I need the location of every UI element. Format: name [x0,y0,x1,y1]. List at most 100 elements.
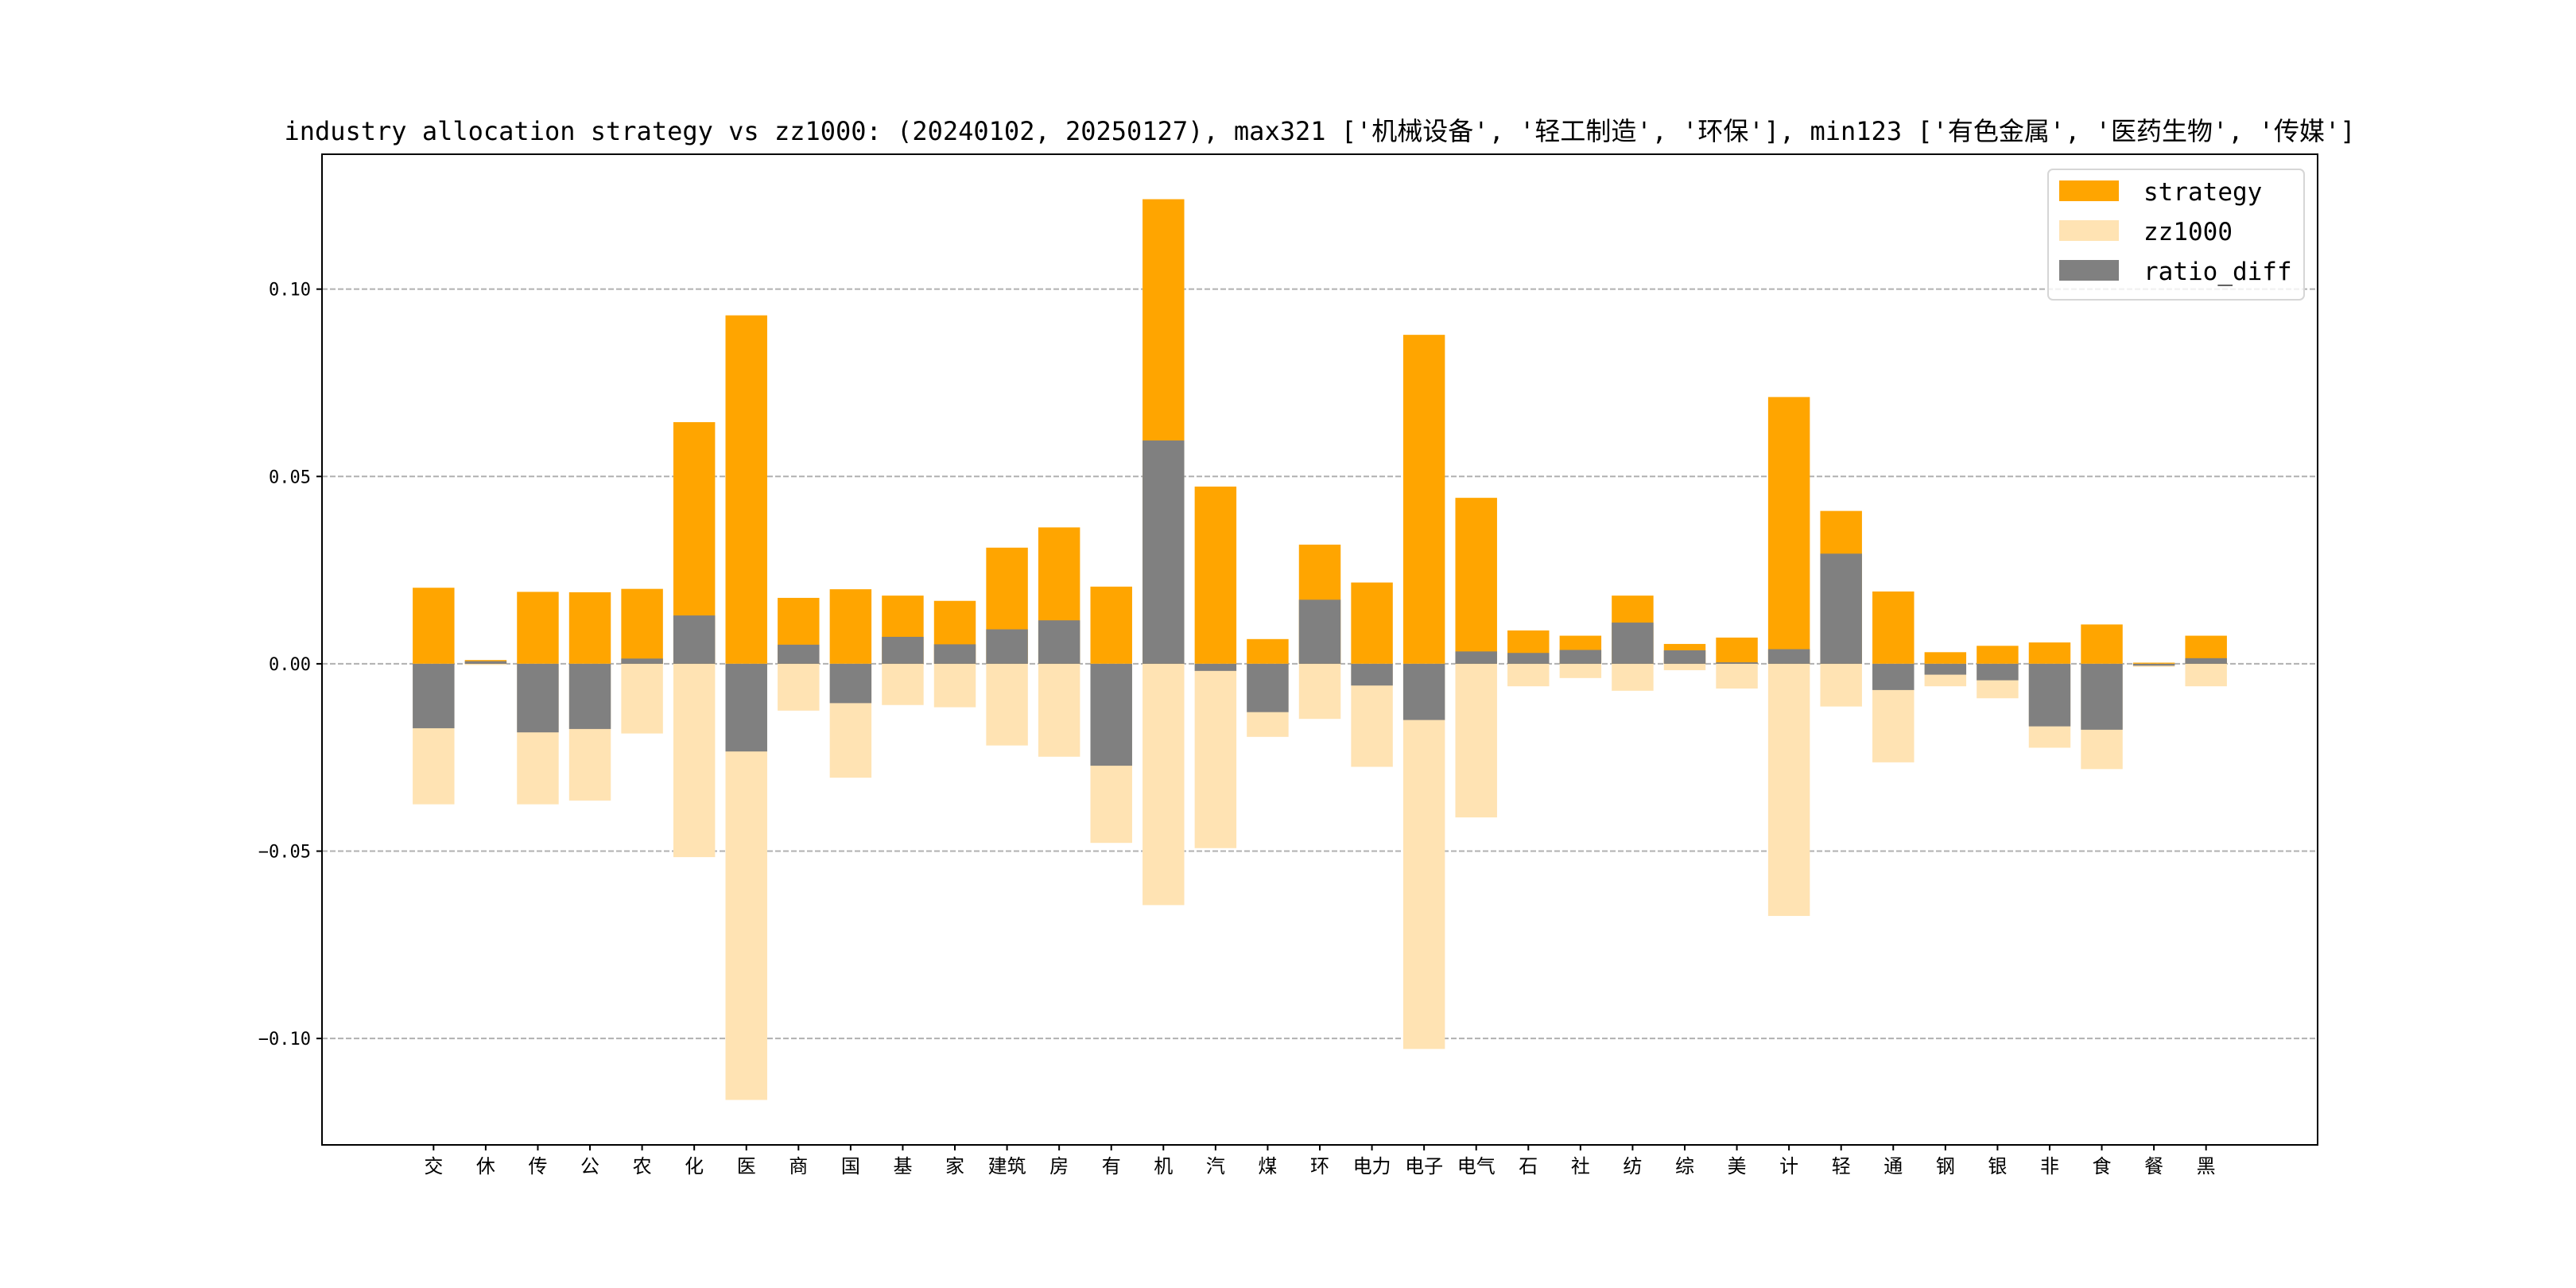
bar-zz1000-1 [464,663,507,665]
x-tick-label: 通 [1884,1155,1903,1177]
bar-zz1000-24 [1663,663,1706,670]
bar-ratio-diff-4 [621,658,663,664]
bar-zz1000-27 [1820,663,1862,707]
x-tick-label: 基 [893,1155,912,1177]
bar-zz1000-5 [673,663,716,858]
legend: strategy zz1000 ratio_diff [2047,169,2305,301]
bar-ratio-diff-5 [673,615,716,664]
bar-ratio-diff-32 [2081,663,2123,730]
y-tick-label: 0.00 [269,655,311,675]
bar-ratio-diff-19 [1402,663,1445,720]
bar-ratio-diff-30 [1977,663,2019,681]
bar-strategy-4 [621,588,663,664]
x-tick-label: 国 [841,1155,860,1177]
x-tick-label: 美 [1728,1155,1747,1177]
bar-ratio-diff-11 [986,629,1028,664]
x-tick-label: 建筑 [988,1155,1026,1177]
bar-ratio-diff-18 [1351,663,1393,686]
bar-zz1000-22 [1559,663,1602,678]
x-tick-label: 休 [476,1155,495,1177]
x-tick-label: 煤 [1258,1155,1277,1177]
bar-strategy-30 [1977,646,2019,664]
bar-ratio-diff-27 [1820,553,1862,664]
x-tick-label: 综 [1675,1155,1694,1177]
bar-ratio-diff-12 [1038,620,1080,664]
x-tick-label: 轻 [1832,1155,1851,1177]
bar-strategy-0 [413,588,455,664]
bar-ratio-diff-33 [2132,663,2175,666]
bar-ratio-diff-6 [725,663,767,752]
bar-ratio-diff-7 [778,644,820,664]
bar-strategy-20 [1455,498,1497,664]
bar-strategy-33 [2132,662,2175,664]
legend-swatch-ratio-diff [2059,260,2119,281]
bar-strategy-19 [1402,335,1445,664]
bar-zz1000-11 [986,663,1028,746]
x-tick-label: 农 [633,1155,652,1177]
bar-strategy-31 [2028,642,2071,664]
bar-strategy-3 [568,592,611,664]
y-tick-label: −0.05 [258,843,311,863]
bar-zz1000-17 [1298,663,1341,720]
chart-title: industry allocation strategy vs zz1000: … [284,116,2355,146]
bar-ratio-diff-21 [1507,653,1550,664]
x-tick-label: 有 [1102,1155,1121,1177]
x-tick-label: 电气 [1457,1155,1496,1177]
bar-zz1000-20 [1455,663,1497,818]
bar-strategy-32 [2081,624,2123,664]
bars [413,199,2227,1100]
bar-ratio-diff-1 [464,661,507,664]
legend-swatch-zz1000 [2059,220,2119,241]
bar-zz1000-26 [1767,663,1810,917]
bar-strategy-29 [1924,652,1967,664]
x-tick-label: 家 [945,1155,964,1177]
bar-ratio-diff-14 [1143,440,1185,664]
x-tick-label: 钢 [1936,1155,1955,1177]
bar-ratio-diff-2 [517,663,559,733]
x-tick-label: 食 [2093,1155,2112,1177]
bar-ratio-diff-26 [1767,649,1810,664]
x-tick-label: 计 [1779,1155,1798,1177]
legend-label-zz1000: zz1000 [2143,218,2233,246]
x-tick-label: 电力 [1353,1155,1391,1177]
bar-strategy-16 [1247,638,1289,664]
bar-strategy-6 [725,315,767,664]
x-tick-label: 公 [580,1155,599,1177]
bar-zz1000-21 [1507,663,1550,687]
legend-swatch-strategy [2059,180,2119,201]
bar-ratio-diff-31 [2028,663,2071,727]
x-tick-label: 化 [685,1155,704,1177]
x-tick-label: 非 [2040,1155,2059,1177]
bar-strategy-18 [1351,582,1393,664]
bar-strategy-15 [1194,487,1237,664]
bar-ratio-diff-23 [1612,623,1654,664]
x-tick-label: 商 [789,1155,808,1177]
bar-strategy-28 [1872,591,1915,664]
bar-zz1000-10 [933,663,976,708]
bar-zz1000-15 [1194,663,1237,848]
x-tick-label: 传 [528,1155,547,1177]
x-tick-label: 黑 [2197,1155,2216,1177]
x-tick-label: 纺 [1623,1155,1642,1177]
legend-label-strategy: strategy [2143,178,2262,207]
bar-zz1000-4 [621,663,663,734]
bar-ratio-diff-13 [1090,663,1132,766]
bar-zz1000-34 [2185,663,2227,687]
x-tick-label: 交 [424,1155,443,1177]
bar-ratio-diff-9 [882,636,924,664]
bar-zz1000-14 [1143,663,1185,906]
bar-ratio-diff-24 [1663,650,1706,664]
bar-ratio-diff-29 [1924,663,1967,675]
x-tick-label: 银 [1988,1155,2007,1177]
bar-zz1000-23 [1612,663,1654,691]
x-axis: 交 休 传 公 农 化 医 商 国 基 家 建筑 房 有 机 汽 煤 环 电力 电子 电气 石 社 纺 综 美 计 轻 通 钢 银 非 食 餐 黑 [424,1145,2216,1177]
x-tick-label: 社 [1571,1155,1590,1177]
bar-strategy-2 [517,592,559,664]
y-tick-label: −0.10 [258,1030,311,1049]
bar-ratio-diff-17 [1298,599,1341,664]
x-tick-label: 石 [1519,1155,1538,1177]
bar-ratio-diff-22 [1559,650,1602,664]
y-tick-label: 0.10 [269,281,311,301]
bar-ratio-diff-16 [1247,663,1289,712]
